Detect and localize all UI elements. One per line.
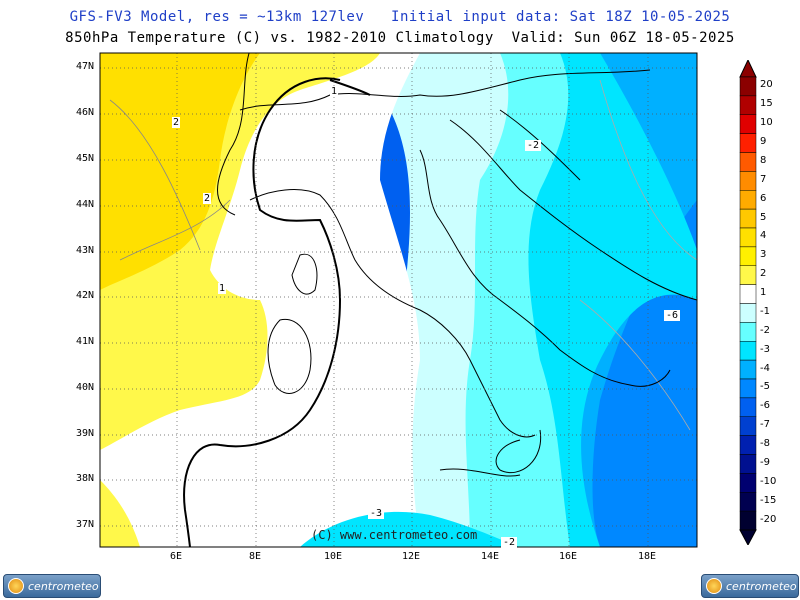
contour-label: 1 (330, 86, 339, 97)
legend-label: -3 (760, 343, 770, 355)
legend-label: 8 (760, 154, 767, 166)
lat-label: 39N (76, 428, 95, 439)
lon-label: 8E (249, 551, 262, 562)
legend-label: 15 (760, 98, 773, 110)
chart-title: 850hPa Temperature (C) vs. 1982-2010 Cli… (65, 30, 735, 46)
lon-label: 18E (638, 551, 657, 562)
lon-label: 12E (402, 551, 421, 562)
contour-label: 2 (203, 193, 212, 204)
legend-label: 4 (760, 230, 767, 242)
lat-label: 47N (76, 61, 95, 72)
legend-swatch (739, 76, 757, 97)
lat-label: 46N (76, 107, 95, 118)
legend-label: 3 (760, 249, 767, 261)
legend-label: -5 (760, 381, 770, 393)
contour-label: -2 (501, 537, 518, 548)
legend-swatch (739, 454, 757, 474)
legend-label: 2 (760, 268, 767, 280)
lat-label: 43N (76, 245, 95, 256)
legend-swatch (739, 190, 757, 210)
legend-swatch (739, 246, 757, 266)
lat-label: 38N (76, 473, 95, 484)
legend-swatch (739, 265, 757, 285)
legend-arrow-bottom (739, 529, 757, 545)
lon-label: 16E (559, 551, 578, 562)
legend-swatch (739, 95, 757, 115)
legend-swatch (739, 378, 757, 399)
lat-label: 37N (76, 519, 95, 530)
legend-swatch (739, 303, 757, 323)
legend-swatch (739, 284, 757, 304)
logo-text: centrometeo (28, 579, 99, 593)
legend-swatch (739, 492, 757, 512)
legend-label: -9 (760, 456, 770, 468)
legend-swatch (739, 416, 757, 436)
legend-swatch (739, 359, 757, 380)
legend-label: -7 (760, 419, 770, 431)
contour-label: -2 (525, 140, 542, 151)
legend-label: -15 (760, 494, 777, 506)
legend-label: 1 (760, 287, 767, 299)
legend-swatch (739, 171, 757, 191)
centrometeo-logo-left: centrometeo (3, 574, 101, 598)
legend-swatch (739, 152, 757, 172)
lat-label: 42N (76, 290, 95, 301)
sun-icon (706, 578, 722, 594)
lon-label: 6E (170, 551, 183, 562)
contour-label: 1 (218, 283, 227, 294)
legend-label: -8 (760, 438, 770, 450)
legend-swatch (739, 435, 757, 455)
model-info-title: GFS-FV3 Model, res = ~13km 127lev Initia… (69, 9, 731, 25)
legend-label: -6 (760, 400, 770, 412)
legend-label: 5 (760, 211, 767, 223)
legend-label: -10 (760, 475, 777, 487)
legend-label: 6 (760, 192, 767, 204)
legend-label: -1 (760, 305, 770, 317)
color-legend (739, 60, 757, 545)
contour-label: -6 (664, 310, 681, 321)
contour-label: 2 (172, 117, 181, 128)
legend-label: 10 (760, 117, 773, 129)
watermark-text: (C) www.centrometeo.com (311, 528, 478, 542)
legend-label: 7 (760, 173, 767, 185)
legend-swatch (739, 341, 757, 361)
sun-icon (8, 578, 24, 594)
legend-label: -2 (760, 324, 770, 336)
legend-swatch (739, 473, 757, 493)
legend-label: 20 (760, 79, 773, 91)
legend-label: -4 (760, 362, 770, 374)
legend-swatch (739, 114, 757, 134)
legend-arrow-top (739, 60, 757, 78)
lat-label: 45N (76, 153, 95, 164)
lon-label: 10E (324, 551, 343, 562)
legend-swatch (739, 510, 757, 531)
contour-label: -3 (368, 508, 385, 519)
legend-swatch (739, 397, 757, 417)
legend-label: 9 (760, 136, 767, 148)
legend-swatch (739, 208, 757, 229)
logo-text: centrometeo (726, 579, 797, 593)
legend-swatch (739, 322, 757, 342)
lat-label: 44N (76, 199, 95, 210)
lon-label: 14E (481, 551, 500, 562)
legend-swatch (739, 133, 757, 153)
legend-label: -20 (760, 513, 777, 525)
legend-swatch (739, 227, 757, 248)
centrometeo-logo-right: centrometeo (701, 574, 799, 598)
lat-label: 40N (76, 382, 95, 393)
lat-label: 41N (76, 336, 95, 347)
